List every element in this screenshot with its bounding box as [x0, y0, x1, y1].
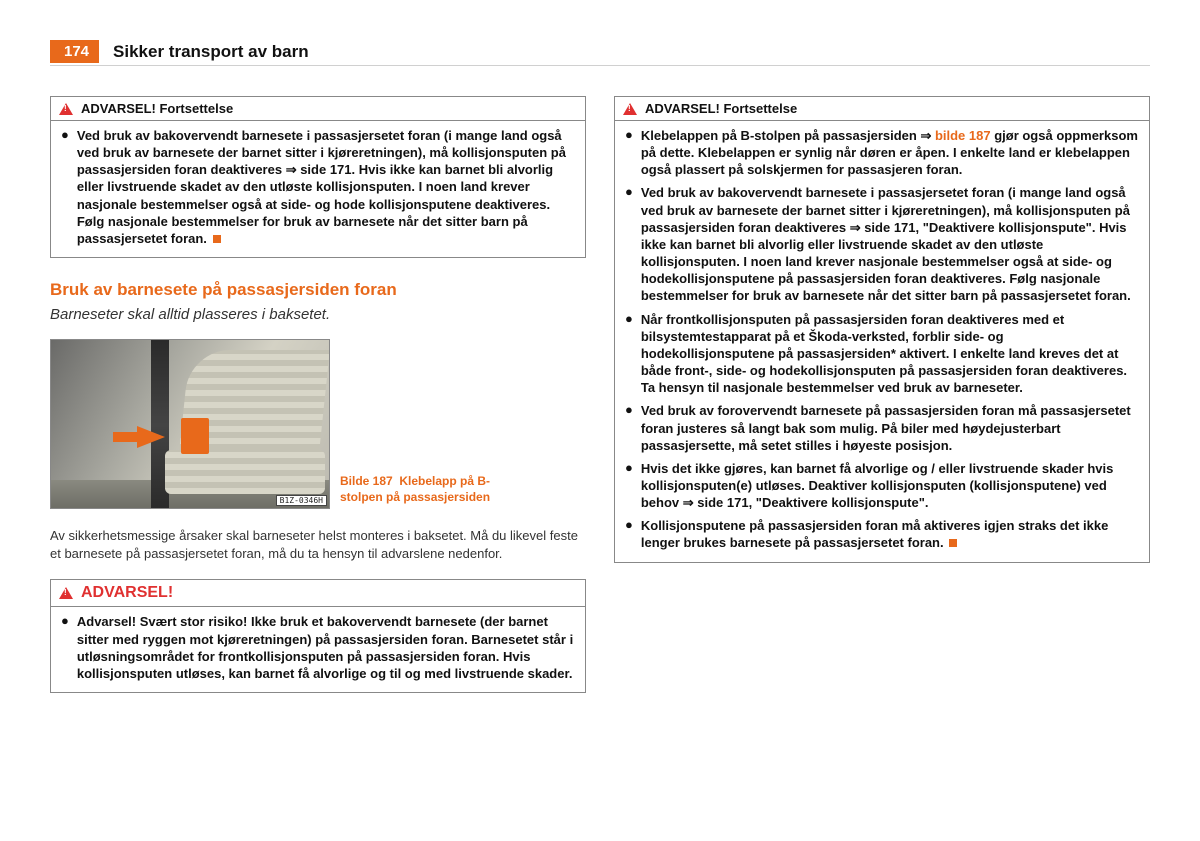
bullet-icon: ● [625, 311, 633, 397]
warning-item: ● Ved bruk av forovervendt barnesete på … [625, 402, 1139, 453]
subsection-heading: Bruk av barnesete på passasjersiden fora… [50, 280, 586, 300]
warning-box-left-1: ADVARSEL! Fortsettelse ● Ved bruk av bak… [50, 96, 586, 258]
page-number: 174 [50, 40, 99, 63]
warning-item-text: Advarsel! Svært stor risiko! Ikke bruk e… [77, 613, 575, 682]
content-columns: ADVARSEL! Fortsettelse ● Ved bruk av bak… [50, 96, 1150, 711]
right-column: ADVARSEL! Fortsettelse ● Klebelappen på … [614, 96, 1150, 711]
body-paragraph: Av sikkerhetsmessige årsaker skal barnes… [50, 527, 586, 563]
warning-item-text: Ved bruk av bakovervendt barnesete i pas… [77, 127, 575, 247]
warning-header-text: ADVARSEL! Fortsettelse [81, 101, 233, 116]
figure-image: B1Z-0346H [50, 339, 330, 509]
warning-body: ● Klebelappen på B-stolpen på passasjers… [615, 121, 1149, 562]
left-column: ADVARSEL! Fortsettelse ● Ved bruk av bak… [50, 96, 586, 711]
warning-item: ● Når frontkollisjonsputen på passasjers… [625, 311, 1139, 397]
warning-triangle-icon [59, 587, 73, 599]
arrow-icon [137, 426, 165, 448]
bullet-icon: ● [61, 613, 69, 682]
bullet-icon: ● [625, 517, 633, 551]
bullet-icon: ● [61, 127, 69, 247]
end-square-icon [213, 235, 221, 243]
warning-box-right-1: ADVARSEL! Fortsettelse ● Klebelappen på … [614, 96, 1150, 563]
warning-triangle-icon [623, 103, 637, 115]
warning-header: ADVARSEL! Fortsettelse [51, 97, 585, 121]
warning-item: ● Ved bruk av bakovervendt barnesete i p… [625, 184, 1139, 304]
warning-body: ● Advarsel! Svært stor risiko! Ikke bruk… [51, 607, 585, 692]
warning-header: ADVARSEL! Fortsettelse [615, 97, 1149, 121]
warning-item-text: Ved bruk av bakovervendt barnesete i pas… [641, 184, 1139, 304]
warning-item-text: Når frontkollisjonsputen på passasjersid… [641, 311, 1139, 397]
warning-item: ● Klebelappen på B-stolpen på passasjers… [625, 127, 1139, 178]
bullet-icon: ● [625, 402, 633, 453]
warning-item-text: Hvis det ikke gjøres, kan barnet få alvo… [641, 460, 1139, 511]
warning-header-text: ADVARSEL! Fortsettelse [645, 101, 797, 116]
warning-body: ● Ved bruk av bakovervendt barnesete i p… [51, 121, 585, 257]
warning-header: ADVARSEL! [51, 580, 585, 607]
figure-row: B1Z-0346H Bilde 187 Klebelapp på B-stolp… [50, 339, 586, 509]
subsection-subtitle: Barneseter skal alltid plasseres i bakse… [50, 306, 586, 323]
bullet-icon: ● [625, 460, 633, 511]
warning-triangle-icon [59, 103, 73, 115]
warning-item: ● Kollisjonsputene på passasjersiden for… [625, 517, 1139, 551]
bullet-icon: ● [625, 184, 633, 304]
warning-item-text: Klebelappen på B-stolpen på passasjersid… [641, 127, 1139, 178]
warning-item: ● Ved bruk av bakovervendt barnesete i p… [61, 127, 575, 247]
warning-item: ● Advarsel! Svært stor risiko! Ikke bruk… [61, 613, 575, 682]
bullet-icon: ● [625, 127, 633, 178]
figure-caption: Bilde 187 Klebelapp på B-stolpen på pass… [340, 474, 510, 509]
warning-item-text: Kollisjonsputene på passasjersiden foran… [641, 517, 1139, 551]
figure-ref-code: B1Z-0346H [276, 495, 327, 506]
figure-ref: bilde 187 [935, 128, 991, 143]
end-square-icon [949, 539, 957, 547]
sticker-icon [181, 418, 209, 454]
warning-item-text: Ved bruk av forovervendt barnesete på pa… [641, 402, 1139, 453]
section-title: Sikker transport av barn [113, 42, 309, 62]
warning-header-text: ADVARSEL! [81, 584, 173, 602]
warning-item: ● Hvis det ikke gjøres, kan barnet få al… [625, 460, 1139, 511]
page-header: 174 Sikker transport av barn [50, 40, 1150, 66]
warning-box-left-2: ADVARSEL! ● Advarsel! Svært stor risiko!… [50, 579, 586, 693]
